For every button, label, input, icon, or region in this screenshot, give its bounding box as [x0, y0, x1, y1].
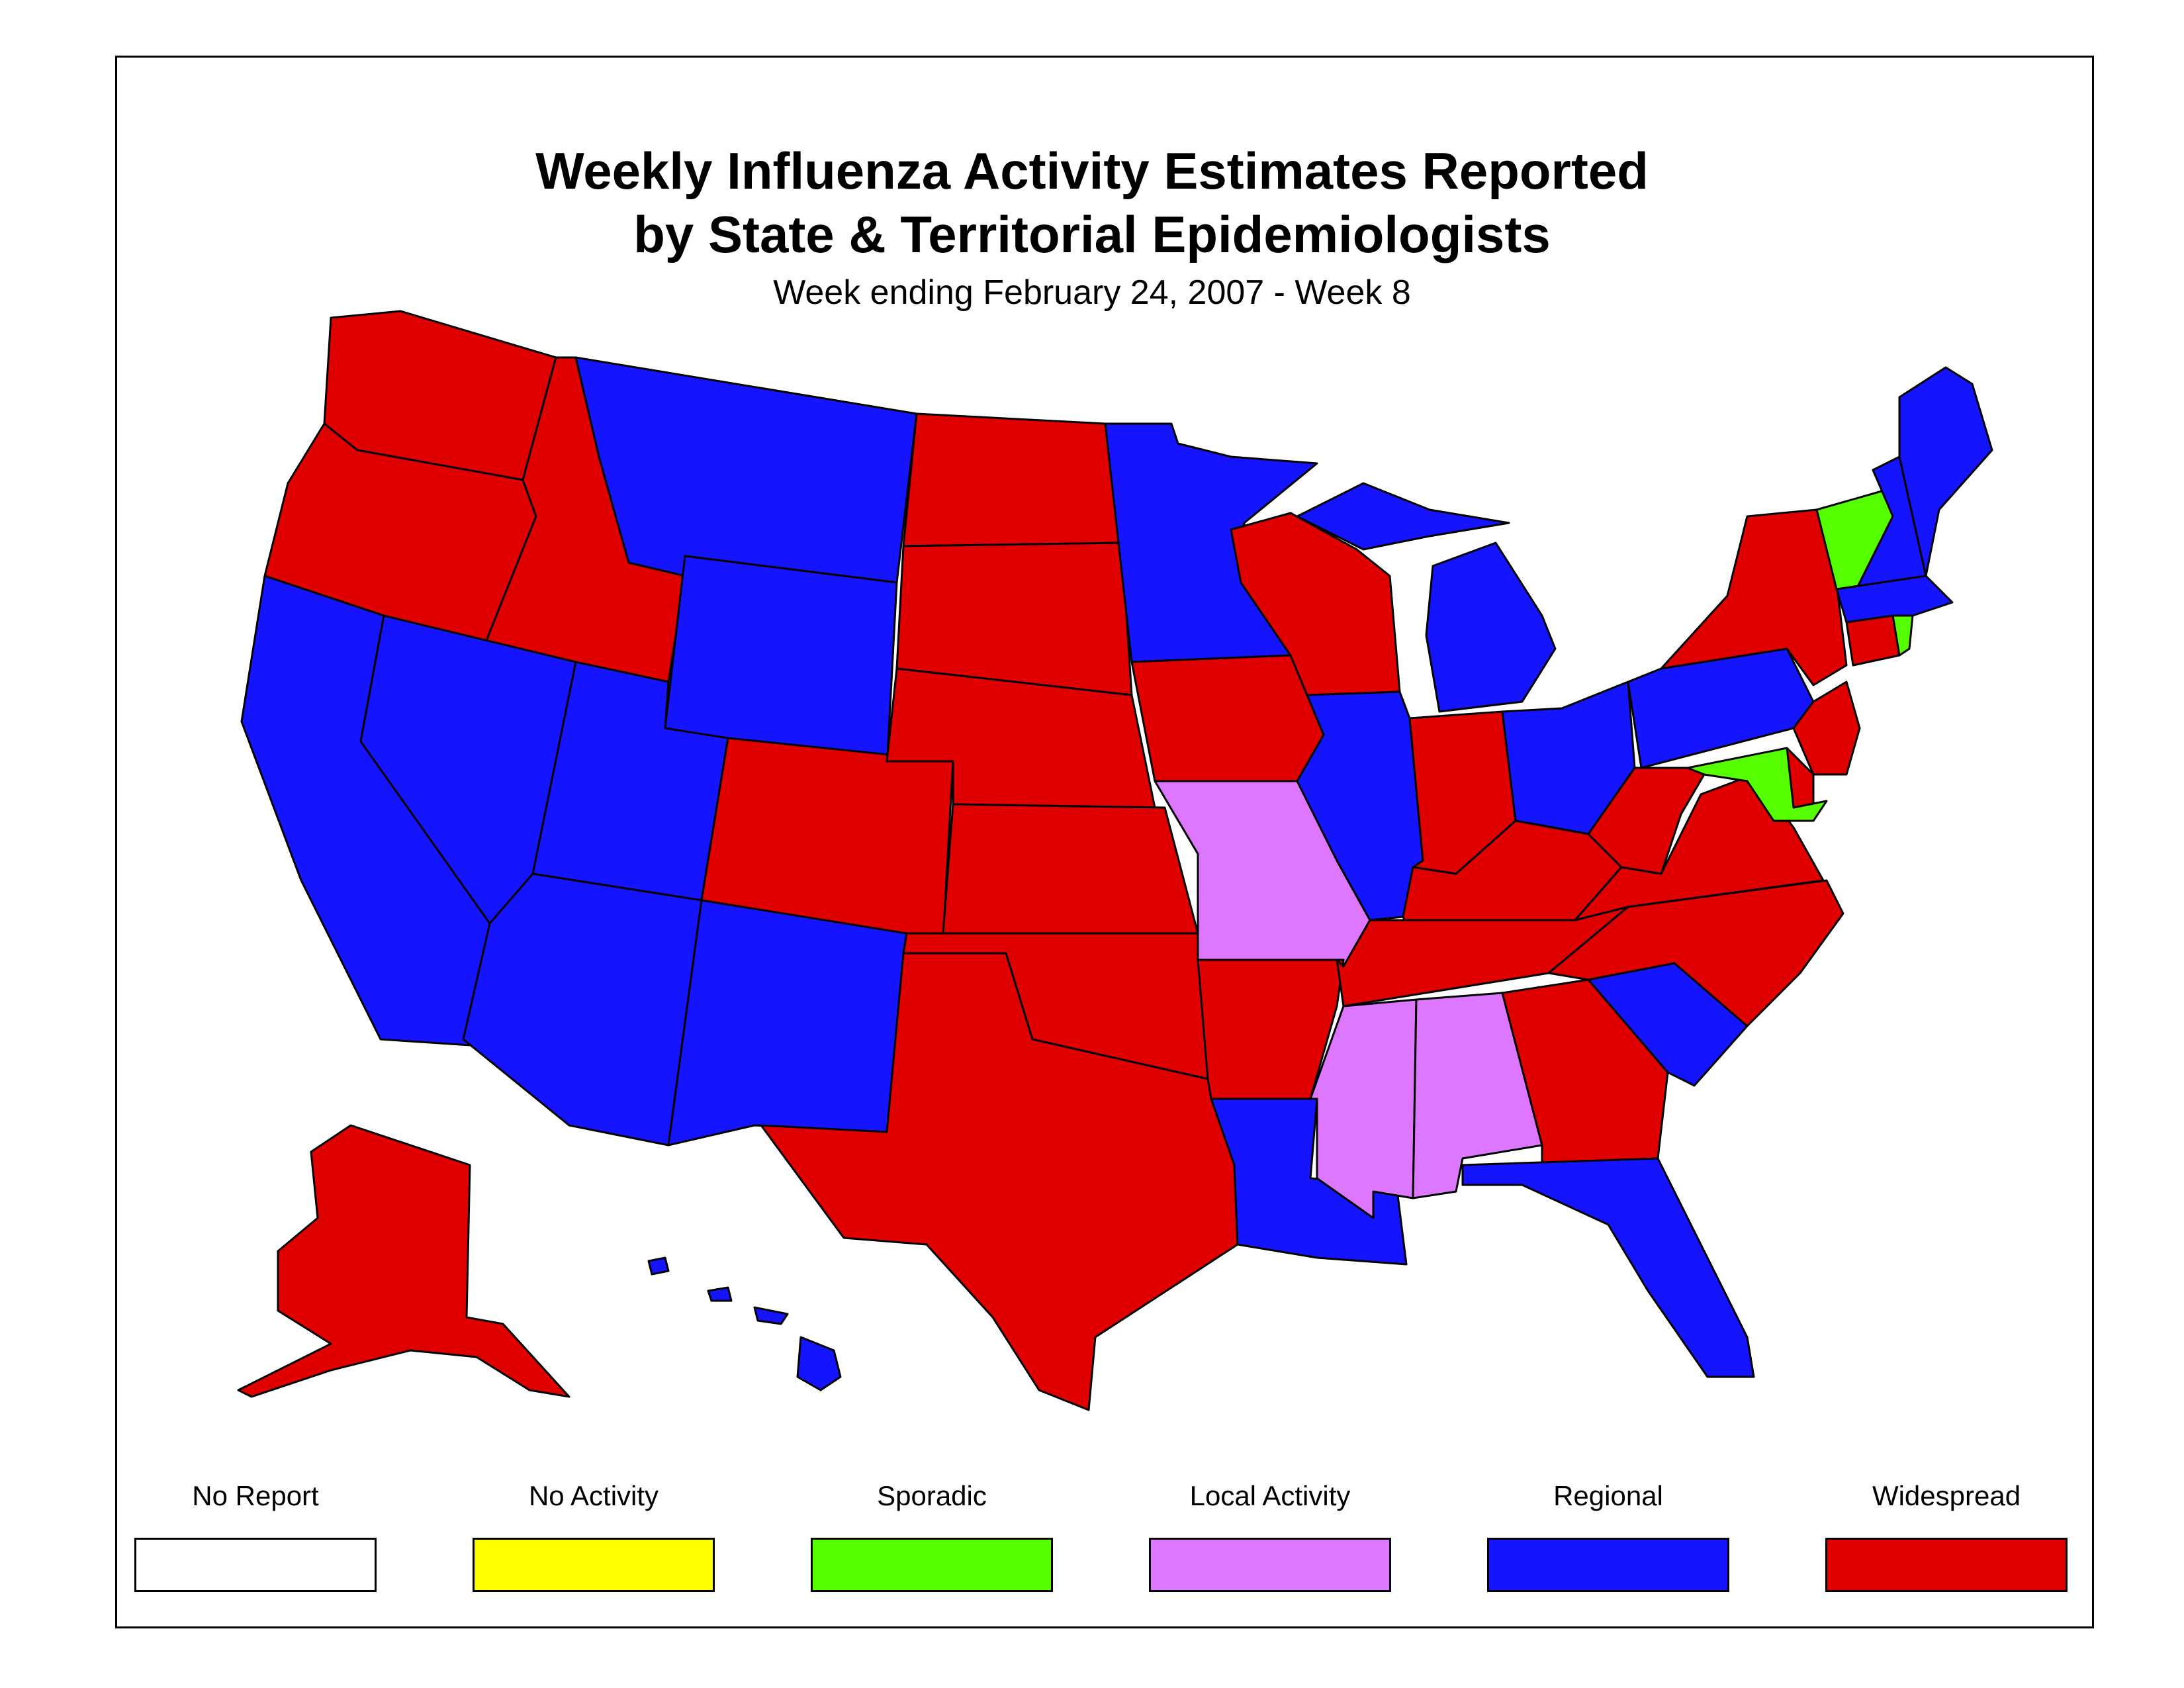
legend-sporadic: Sporadic — [811, 1479, 1053, 1592]
legend-label-no-report: No Report — [192, 1480, 319, 1511]
state-north-dakota — [902, 412, 1123, 547]
state-massachusetts — [1835, 575, 1954, 624]
state-montana — [574, 356, 918, 584]
legend-swatch-widespread — [1825, 1538, 2068, 1592]
legend-widespread: Widespread — [1825, 1479, 2068, 1592]
state-hawaii — [796, 1336, 842, 1391]
state-new-mexico — [667, 899, 908, 1147]
us-state-map — [237, 310, 1993, 1411]
legend-swatch-local-activity — [1149, 1538, 1391, 1592]
state-new-jersey — [1792, 680, 1861, 776]
state-hawaii-oahu — [707, 1286, 733, 1302]
map-title-line-1: Weekly Influenza Activity Estimates Repo… — [535, 142, 1649, 200]
legend-swatch-sporadic — [811, 1538, 1053, 1592]
legend-swatch-regional — [1487, 1538, 1729, 1592]
legend-label-regional: Regional — [1553, 1480, 1663, 1511]
state-rhode-island — [1891, 614, 1914, 657]
map-frame — [115, 56, 2094, 1628]
state-michigan — [1425, 541, 1557, 713]
legend-label-widespread: Widespread — [1872, 1480, 2021, 1511]
state-arizona — [462, 872, 703, 1147]
state-illinois — [1296, 690, 1424, 921]
state-hawaii-kauai — [647, 1256, 670, 1276]
legend-swatch-no-report — [134, 1538, 377, 1592]
legend-label-sporadic: Sporadic — [877, 1480, 987, 1511]
state-maine — [1898, 366, 1993, 577]
state-louisiana — [1210, 1098, 1408, 1266]
map-subtitle: Week ending February 24, 2007 - Week 8 — [773, 273, 1411, 312]
state-florida — [1461, 1157, 1755, 1378]
state-hawaii-maui — [753, 1306, 789, 1325]
legend-swatch-no-activity — [473, 1538, 715, 1592]
state-connecticut — [1845, 614, 1901, 667]
legend-label-local-activity: Local Activity — [1189, 1480, 1351, 1511]
state-alaska — [237, 1124, 570, 1398]
state-maryland — [1686, 747, 1828, 822]
legend-regional: Regional — [1487, 1479, 1729, 1592]
state-kansas — [942, 803, 1199, 935]
state-iowa — [1130, 654, 1325, 782]
legend-no-report: No Report — [134, 1479, 377, 1592]
legend-local-activity: Local Activity — [1149, 1479, 1391, 1592]
map-title-line-2: by State & Territorial Epidemiologists — [633, 205, 1551, 263]
legend-label-no-activity: No Activity — [528, 1480, 659, 1511]
legend-no-activity: No Activity — [473, 1479, 715, 1592]
state-texas — [760, 952, 1239, 1411]
state-michigan-upper — [1296, 482, 1510, 551]
